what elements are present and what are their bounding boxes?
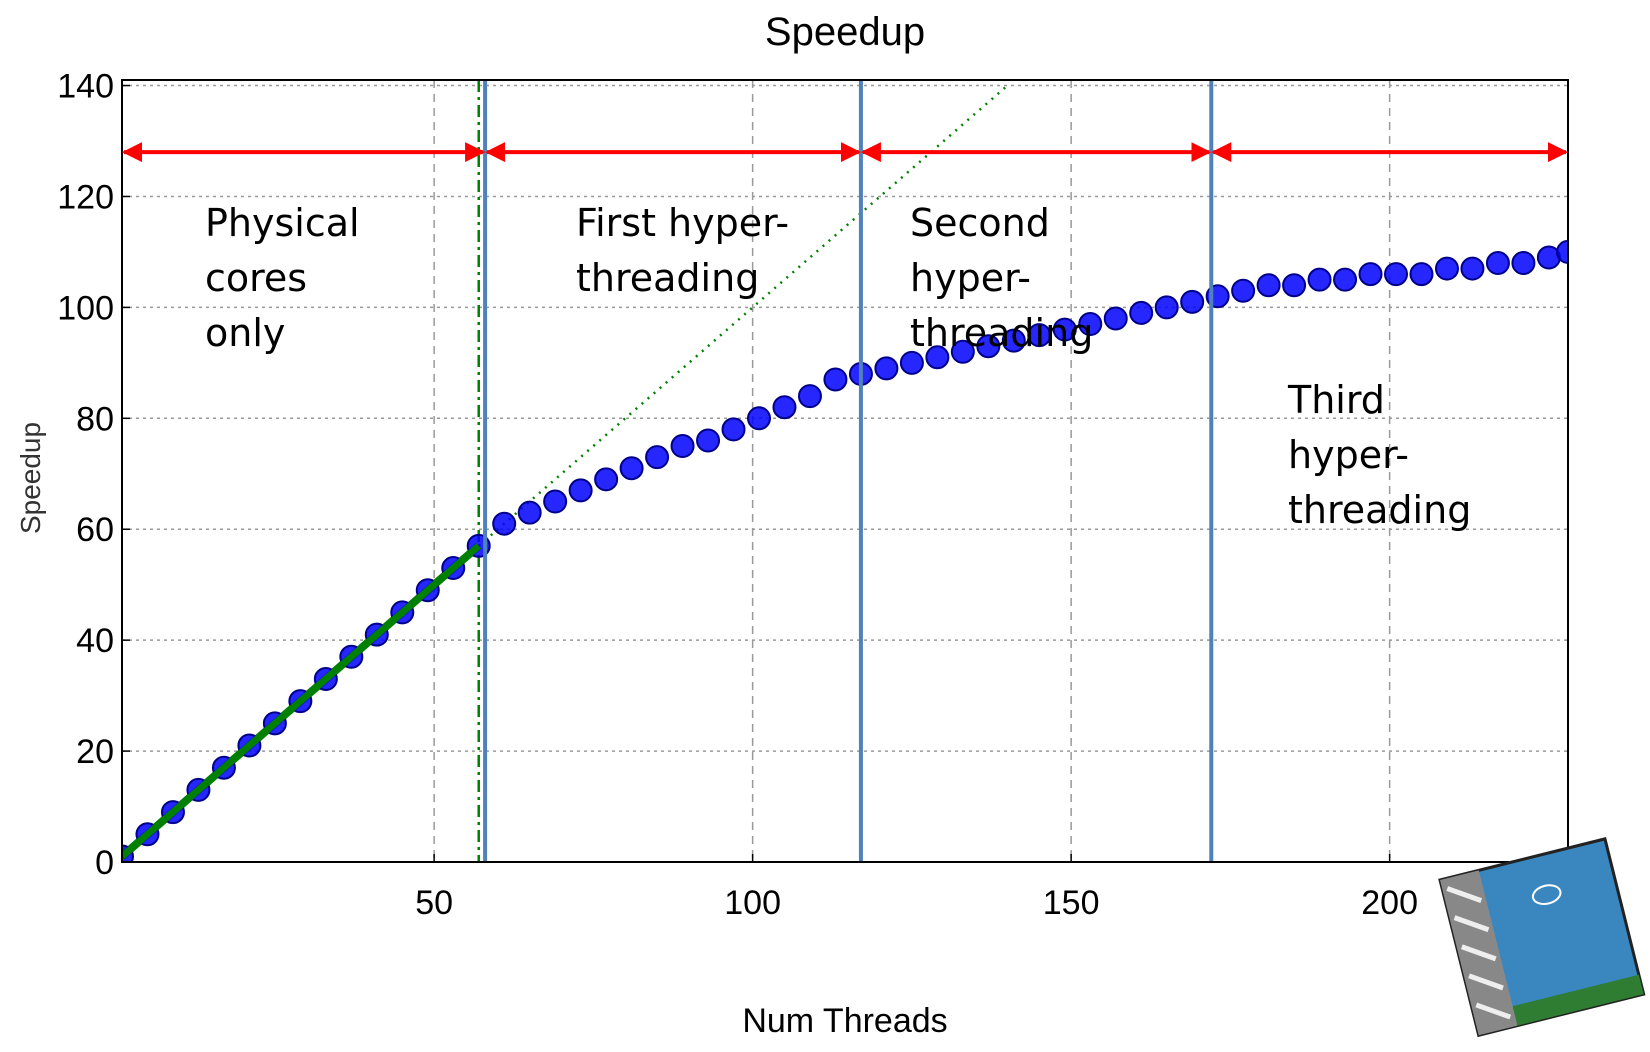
y-tick-label: 100	[57, 289, 114, 327]
x-tick-label: 50	[415, 884, 453, 922]
chart-title: Speedup	[765, 10, 925, 54]
product-image	[1438, 837, 1646, 1038]
region-label: Third	[1287, 378, 1385, 422]
region-label: threading	[576, 256, 759, 300]
point	[823, 367, 848, 392]
ideal-line-solid	[122, 543, 482, 860]
point	[976, 334, 1001, 359]
point	[950, 339, 975, 364]
x-axis-label: Num Threads	[742, 1002, 947, 1040]
point	[1511, 251, 1536, 276]
y-tick-label: 120	[57, 178, 114, 216]
point	[1282, 273, 1307, 298]
y-tick-label: 20	[76, 733, 114, 771]
x-tick-label: 150	[1043, 884, 1100, 922]
point	[619, 456, 644, 481]
y-tick-label: 140	[57, 68, 114, 106]
region-label: only	[205, 311, 285, 355]
point	[1307, 267, 1332, 292]
point	[1556, 239, 1568, 264]
point	[925, 345, 950, 370]
region-label: hyper-	[1288, 433, 1409, 477]
point	[1333, 267, 1358, 292]
region-label: Physical	[205, 201, 360, 245]
point	[797, 384, 822, 409]
point	[1103, 306, 1128, 331]
y-tick-label: 60	[76, 511, 114, 549]
y-tick-label: 40	[76, 622, 114, 660]
y-tick-label: 80	[76, 400, 114, 438]
plot-area: 0 20 40 60 80 100 120 140 50 100 150 200 Physical cor…	[57, 68, 1569, 922]
point	[1434, 256, 1459, 281]
point	[1129, 300, 1154, 325]
point	[543, 489, 568, 514]
point	[1384, 262, 1409, 287]
point	[1358, 262, 1383, 287]
point	[1027, 323, 1052, 348]
region-label: First hyper-	[576, 201, 789, 245]
point	[1460, 256, 1485, 281]
y-tick-label: 0	[95, 844, 114, 882]
point	[899, 350, 924, 375]
point	[696, 428, 721, 453]
point	[874, 356, 899, 381]
point	[1256, 273, 1281, 298]
point	[645, 445, 670, 470]
region-label: cores	[205, 256, 307, 300]
plot-frame	[121, 79, 1569, 863]
point	[568, 478, 593, 503]
region-label: hyper-	[910, 256, 1031, 300]
x-tick-label: 200	[1361, 884, 1418, 922]
point	[1154, 295, 1179, 320]
point	[670, 434, 695, 459]
point	[1231, 278, 1256, 303]
x-tick-label: 100	[724, 884, 781, 922]
region-label: threading	[1288, 488, 1471, 532]
point	[1180, 289, 1205, 314]
y-axis-label: Speedup	[15, 422, 46, 534]
region-label: Second	[910, 201, 1050, 245]
point	[1001, 328, 1026, 353]
point	[772, 395, 797, 420]
point	[1485, 251, 1510, 276]
point	[492, 511, 517, 536]
region-label: threading	[910, 311, 1093, 355]
point	[594, 467, 619, 492]
point	[721, 417, 746, 442]
ideal-line-dotted	[477, 84, 1009, 547]
point	[1409, 262, 1434, 287]
point	[1052, 317, 1077, 342]
point	[1078, 312, 1103, 337]
point	[747, 406, 772, 431]
point	[517, 500, 542, 525]
